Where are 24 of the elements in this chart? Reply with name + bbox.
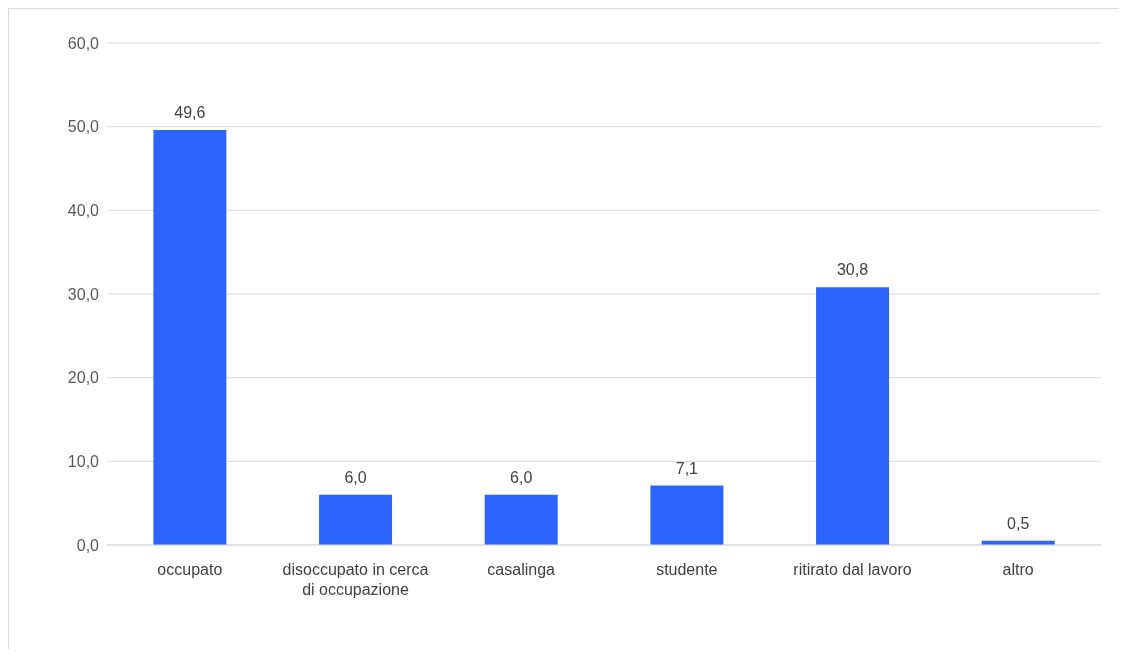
- bar: [816, 287, 890, 545]
- data-label: 0,5: [1007, 514, 1030, 532]
- x-tick-label: casalinga: [487, 561, 556, 578]
- y-tick-label: 0,0: [76, 536, 100, 554]
- y-tick-label: 30,0: [67, 285, 100, 303]
- y-tick-label: 10,0: [67, 453, 100, 471]
- x-tick-label: ritirato dal lavoro: [793, 561, 912, 578]
- x-tick-label: disoccupato in cerca di occupazione: [282, 561, 429, 598]
- x-tick-label: altro: [1002, 561, 1034, 578]
- data-label: 7,1: [675, 459, 699, 477]
- x-tick-label: studente: [656, 561, 718, 578]
- y-tick-label: 20,0: [67, 369, 100, 387]
- bar: [484, 494, 558, 545]
- data-label: 6,0: [344, 468, 367, 486]
- bar: [319, 494, 393, 545]
- y-tick-label: 60,0: [67, 34, 100, 52]
- data-label: 49,6: [174, 104, 206, 122]
- y-tick-label: 40,0: [67, 202, 100, 220]
- bar: [153, 130, 227, 545]
- bar: [650, 485, 724, 545]
- x-tick-label: occupato: [157, 561, 223, 578]
- data-label: 6,0: [510, 468, 533, 486]
- y-tick-label: 50,0: [67, 118, 100, 136]
- data-label: 30,8: [836, 261, 869, 279]
